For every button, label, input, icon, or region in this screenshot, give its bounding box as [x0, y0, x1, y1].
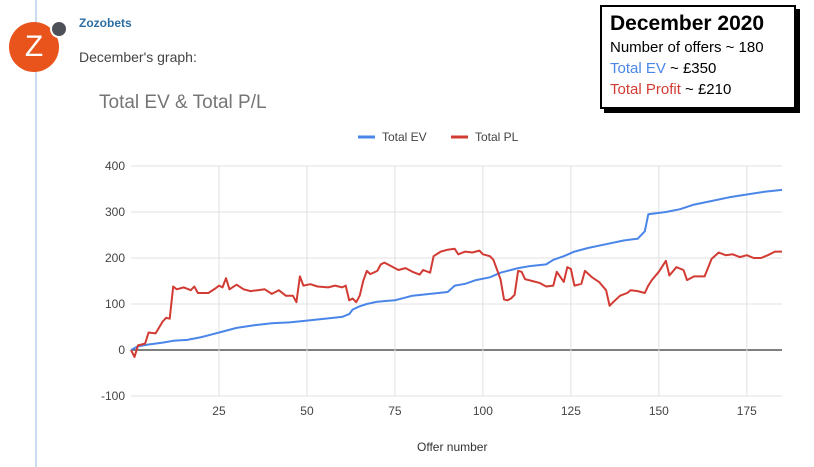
chart-series — [130, 188, 783, 358]
y-tick-label: 400 — [105, 159, 125, 173]
summary-box: December 2020 Number of offers ~ 180 Tot… — [600, 5, 796, 109]
series-line-total-pl — [130, 247, 782, 358]
x-tick-label: 125 — [561, 404, 581, 418]
username-link[interactable]: Zozobets — [79, 16, 132, 30]
thread-line — [35, 0, 37, 467]
avatar-letter: Z — [24, 30, 44, 63]
profit-label: Total Profit — [610, 81, 681, 98]
gridlines — [131, 165, 782, 397]
ev-label: Total EV — [610, 60, 666, 77]
tick-labels: -100 0 100 200 300 400 25 50 75 100 125 150 175 — [101, 159, 757, 418]
chart-legend: Total EV Total PL — [358, 130, 519, 144]
legend-label: Total EV — [382, 130, 427, 144]
offers-line: Number of offers ~ 180 — [610, 39, 764, 56]
y-tick-label: 200 — [105, 251, 125, 265]
ev-value: ~ £350 — [665, 60, 717, 77]
y-tick-label: 100 — [105, 297, 125, 311]
x-tick-label: 175 — [737, 404, 757, 418]
x-tick-label: 50 — [300, 404, 314, 418]
series-line-total-ev — [130, 188, 783, 351]
y-tick-label: -100 — [101, 389, 125, 403]
chart-title: Total EV & Total P/L — [99, 92, 267, 113]
y-tick-label: 0 — [118, 343, 125, 357]
summary-title: December 2020 — [610, 12, 765, 35]
y-tick-label: 300 — [105, 205, 125, 219]
legend-label: Total PL — [475, 130, 519, 144]
profit-line: Total Profit ~ £210 — [610, 79, 786, 100]
online-status-dot — [50, 20, 68, 38]
x-axis-label: Offer number — [417, 440, 488, 454]
post-text: December's graph: — [79, 49, 197, 65]
x-tick-label: 75 — [388, 404, 402, 418]
x-tick-label: 150 — [649, 404, 669, 418]
x-tick-label: 100 — [473, 404, 493, 418]
profit-value: ~ £210 — [680, 81, 732, 98]
x-tick-label: 25 — [212, 404, 226, 418]
ev-line: Total EV ~ £350 — [610, 58, 786, 79]
